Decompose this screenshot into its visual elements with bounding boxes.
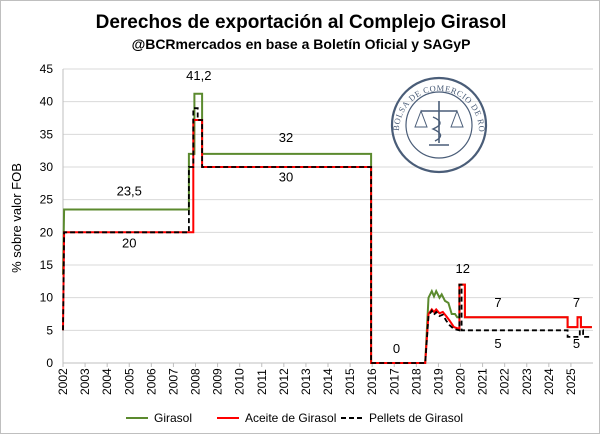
series-line-2 [62, 107, 592, 364]
x-tick-label: 2023 [520, 368, 534, 395]
x-tick-label: 2019 [431, 368, 445, 395]
x-tick-label: 2018 [409, 368, 423, 395]
y-axis-label: % sobre valor FOB [9, 163, 24, 273]
scale-pan-left-icon [414, 109, 428, 128]
x-tick-label: 2020 [454, 368, 468, 395]
x-tick-label: 2008 [189, 368, 203, 395]
data-label: 7 [494, 295, 501, 310]
x-tick-label: 2017 [387, 368, 401, 395]
x-tick-label: 2006 [144, 368, 158, 395]
y-tick-label: 35 [40, 127, 54, 141]
x-tick-label: 2013 [299, 368, 313, 395]
legend: Girasol Aceite de Girasol Pellets de Giras… [126, 411, 463, 425]
y-tick-label: 15 [40, 258, 54, 272]
y-tick-label: 10 [40, 291, 54, 305]
data-label: 20 [122, 235, 136, 250]
legend-label-2: Pellets de Girasol [369, 411, 463, 425]
annotations: 41,2 32 30 23,5 20 0 12 7 5 7 5 [117, 68, 580, 356]
data-label: 41,2 [186, 68, 211, 83]
seal-outer-ring [390, 76, 488, 174]
x-tick-label: 2005 [122, 368, 136, 395]
data-label: 32 [279, 130, 293, 145]
x-tick-label: 2009 [211, 368, 225, 395]
seal-inner-ring [405, 91, 473, 159]
x-tick-label: 2016 [365, 368, 379, 395]
data-label: 5 [494, 336, 501, 351]
x-tick-label: 2004 [100, 368, 114, 395]
caduceus-snake-icon [431, 116, 442, 142]
x-tick-label: 2010 [233, 368, 247, 395]
x-tick-label: 2014 [321, 368, 335, 395]
x-tick-label: 2024 [542, 368, 556, 395]
scale-pan-right-icon [450, 109, 464, 128]
data-label: 12 [455, 261, 469, 276]
x-tick-label: 2007 [166, 368, 180, 395]
series-line-1 [62, 119, 592, 364]
series-lines [62, 92, 592, 364]
y-tick-label: 45 [40, 62, 54, 76]
data-label: 30 [279, 169, 293, 184]
x-tick-label: 2003 [78, 368, 92, 395]
x-tick-label: 2021 [476, 368, 490, 395]
y-tick-label: 40 [40, 95, 54, 109]
y-tick-label: 30 [40, 160, 54, 174]
x-tick-label: 2011 [255, 369, 269, 395]
gridlines [62, 68, 593, 364]
chart-subtitle: @BCRmercados en base a Boletín Oficial y… [132, 36, 471, 52]
y-tick-label: 0 [46, 356, 53, 370]
y-tick-label: 25 [40, 193, 54, 207]
data-label: 0 [393, 341, 400, 356]
y-tick-label: 5 [46, 323, 53, 337]
data-label: 23,5 [117, 184, 142, 199]
chart-title: Derechos de exportación al Complejo Gira… [96, 12, 507, 33]
y-axis-ticks: 0 5 10 15 20 25 30 35 40 45 [40, 62, 54, 370]
x-tick-label: 2012 [277, 368, 291, 395]
x-tick-label: 2022 [498, 368, 512, 395]
legend-label-1: Aceite de Girasol [245, 411, 336, 425]
y-tick-label: 20 [40, 225, 54, 239]
x-tick-label: 2025 [564, 368, 578, 395]
data-label: 7 [573, 295, 580, 310]
x-axis-ticks: 2002 2003 2004 2005 2006 2007 2008 2009 2010 2011… [56, 363, 578, 395]
x-tick-label: 2002 [56, 368, 70, 395]
data-label: 5 [573, 336, 580, 351]
x-tick-label: 2015 [343, 368, 357, 395]
legend-label-0: Girasol [154, 411, 192, 425]
